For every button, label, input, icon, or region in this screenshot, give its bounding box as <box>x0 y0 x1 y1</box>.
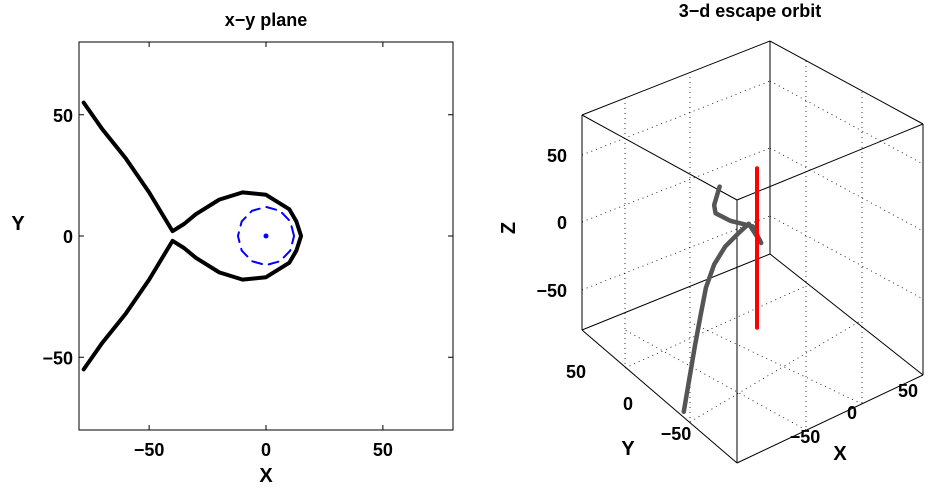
3d-ytick-label: −50 <box>661 424 692 444</box>
3d-box-top-front-left <box>581 114 738 201</box>
3d-ytick-label: 0 <box>623 394 633 414</box>
3d-box-back-bottom <box>581 253 924 376</box>
3d-ytick-label: 50 <box>566 362 586 382</box>
xy-xlabel: X <box>259 465 273 487</box>
3d-box <box>581 40 924 464</box>
3d-grid-line <box>769 215 924 300</box>
3d-xtick-label: 50 <box>898 381 918 401</box>
3d-grid-line <box>624 285 807 369</box>
xy-xtick-label: 50 <box>373 440 393 460</box>
3d-ztick-label: 50 <box>547 146 567 166</box>
3d-grid-line <box>769 147 924 232</box>
3d-box-top <box>581 40 924 125</box>
escape-orbit-panel: 3−d escape orbit <box>498 1 924 465</box>
xy-lines <box>81 100 304 372</box>
3d-orbit-line <box>681 184 764 414</box>
3d-xtick-label: −50 <box>790 427 821 447</box>
3d-box-top-front-right <box>736 123 924 201</box>
3d-grid-line <box>581 147 771 223</box>
xy-ytick-label: 0 <box>63 227 73 247</box>
3d-lines <box>681 166 764 414</box>
3d-zlabel: Z <box>498 222 520 234</box>
3d-ztick-label: 0 <box>557 213 567 233</box>
3d-grid-line <box>581 80 771 156</box>
3d-title: 3−d escape orbit <box>679 1 822 21</box>
3d-ylabel: Y <box>621 438 635 460</box>
xy-point <box>263 233 269 239</box>
xy-orbit-line <box>81 100 304 372</box>
xy-ticks <box>79 42 453 430</box>
xy-ytick-label: −50 <box>42 348 73 368</box>
xy-ytick-label: 50 <box>53 106 73 126</box>
3d-box-bottom-right <box>736 374 924 464</box>
xy-xtick-label: 0 <box>261 440 271 460</box>
3d-ztick-label: −50 <box>536 281 567 301</box>
3d-grid-line <box>689 319 863 423</box>
3d-grid-line <box>689 321 863 405</box>
3d-grid-line <box>769 80 924 165</box>
3d-grid-line <box>624 329 807 431</box>
xy-xtick-label: −50 <box>134 440 165 460</box>
3d-box-bottom-left <box>581 329 738 464</box>
3d-grid <box>581 61 924 431</box>
3d-xtick-label: 0 <box>847 403 857 423</box>
xy-ylabel: Y <box>11 213 25 235</box>
xy-plane-panel: x−y plane −50 0 50 −50 0 50 X Y <box>11 10 454 487</box>
xy-dashed-circle <box>236 205 296 267</box>
xy-title: x−y plane <box>225 10 308 30</box>
3d-xlabel: X <box>833 443 847 465</box>
